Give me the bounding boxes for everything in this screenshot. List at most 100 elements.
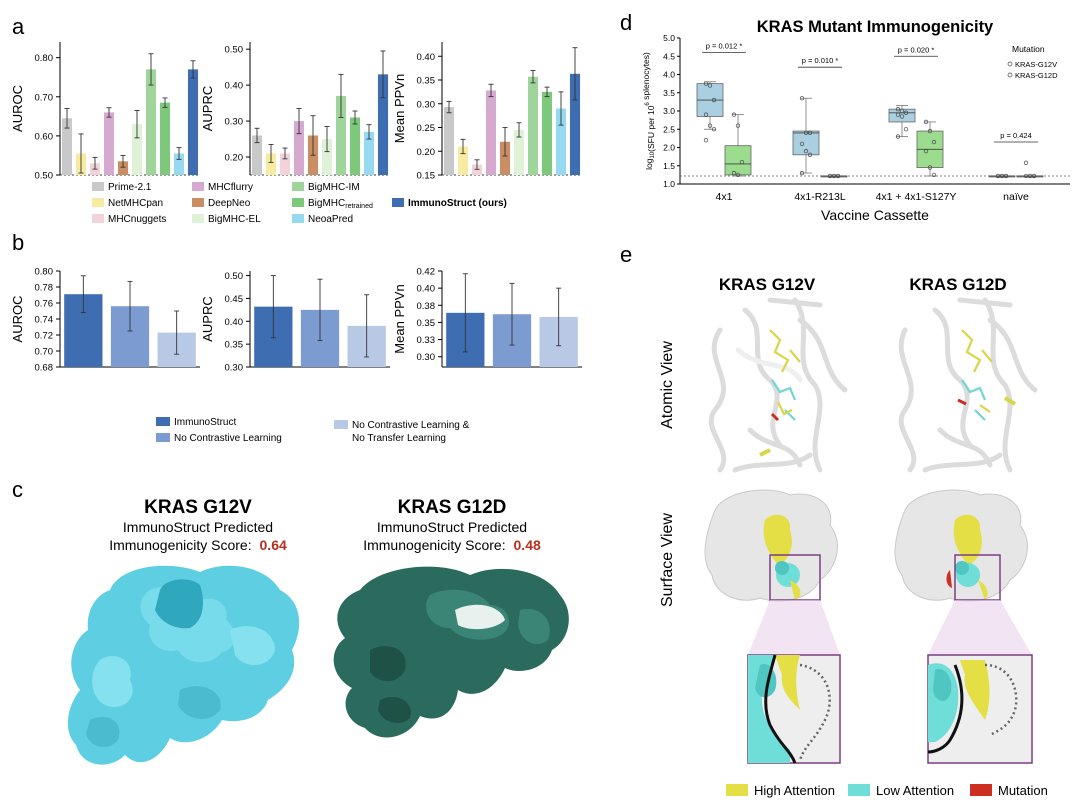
d-point <box>999 173 1005 179</box>
d-y-tick-label: 1.5 <box>663 161 675 171</box>
c-left-line2: Immunogenicity Score: <box>109 537 251 553</box>
d-y-tick-label: 4.5 <box>663 51 675 61</box>
legend-a-swatch <box>92 182 104 191</box>
d-point <box>895 134 901 139</box>
y-tick-label: 0.50 <box>35 171 54 182</box>
d-y-label-part: log <box>644 158 654 170</box>
d-point <box>931 172 937 178</box>
y-axis-label: Mean PPVn <box>392 284 407 353</box>
y-tick-label: 0.30 <box>225 117 244 128</box>
y-tick-label: 0.50 <box>225 45 244 56</box>
e-atomic-ligands-g12d <box>957 329 1017 421</box>
y-tick-label: 0.38 <box>417 301 436 312</box>
y-tick-label: 0.80 <box>35 267 54 278</box>
legend-a-label: NetMHCpan <box>108 198 163 209</box>
bar-bigmhc-el <box>321 139 333 175</box>
panel-letter-d: d <box>620 10 632 35</box>
y-tick-label: 0.40 <box>417 52 436 63</box>
c-right-score: 0.48 <box>514 537 541 553</box>
legend-a-label: BigMHC-EL <box>208 214 261 225</box>
d-y-tick-label: 4.0 <box>663 70 675 80</box>
e-atomic-view-g12d <box>898 297 1038 473</box>
d-point <box>711 97 717 103</box>
y-tick-label: 0.68 <box>35 363 54 374</box>
y-tick-label: 0.78 <box>35 283 54 294</box>
d-point <box>735 172 741 178</box>
bar-neoapred <box>363 131 375 175</box>
e-row-label-surface: Surface View <box>659 513 676 607</box>
bar-mhcflurry <box>485 90 497 175</box>
y-tick-label: 0.25 <box>417 123 436 134</box>
bar-deepneo <box>117 161 129 175</box>
panel-letter-b: b <box>12 230 24 255</box>
legend-a-swatch <box>92 198 104 207</box>
d-legend-label: KRAS-G12D <box>1015 71 1058 80</box>
d-point <box>739 159 745 165</box>
chart-a-auprc: 0.20 0.30 0.40 0.50 AUPRC <box>200 42 390 176</box>
y-tick-label: 0.30 <box>417 99 436 110</box>
bar-bigmhc-retrained <box>349 117 361 175</box>
legend-b-swatch <box>334 420 348 429</box>
chart-b-auprc: 0.30 0.35 0.40 0.45 0.50 AUPRC <box>200 271 390 374</box>
bar-immunostruct-ours- <box>187 69 199 175</box>
legend-a-label: DeepNeo <box>208 198 251 209</box>
bar-bigmhc-im <box>527 76 539 175</box>
bar-prime-2-1 <box>443 107 455 175</box>
d-point <box>799 96 805 101</box>
d-legend-marker <box>1007 72 1013 78</box>
e-row-label-atomic: Atomic View <box>659 341 676 429</box>
d-point <box>807 152 813 157</box>
panel-letter-a: a <box>12 14 25 39</box>
c-left-line1: ImmunoStruct Predicted <box>123 519 273 535</box>
y-tick-label: 0.42 <box>417 267 436 278</box>
y-axis-label: AUROC <box>10 85 25 132</box>
legend-a-swatch <box>192 214 204 223</box>
bar-bigmhc-retrained <box>159 102 171 175</box>
y-axis-label: Mean PPVn <box>392 74 407 143</box>
c-left-score: 0.64 <box>260 537 287 553</box>
bar-bigmhc-retrained <box>541 91 553 175</box>
d-point <box>735 123 741 128</box>
d-y-tick-label: 2.0 <box>663 143 675 153</box>
d-y-label-part: splenocytes) <box>641 52 651 102</box>
panel-e: KRAS G12V KRAS G12D Atomic View Surface … <box>659 275 1048 798</box>
c-right-line2: Immunogenicity Score: <box>363 537 505 553</box>
d-y-tick-label: 3.5 <box>663 88 675 98</box>
legend-a-swatch <box>192 182 204 191</box>
y-tick-label: 0.72 <box>35 331 54 342</box>
bar-netmhcpan <box>265 153 277 175</box>
chart-a-auroc: 0.50 0.60 0.70 0.80 AUROC <box>10 42 200 182</box>
d-point <box>899 108 905 114</box>
d-point <box>927 128 933 134</box>
d-point <box>931 139 937 145</box>
d-point <box>703 138 709 143</box>
d-point <box>799 170 805 176</box>
d-point <box>903 127 909 132</box>
d-point <box>995 173 1001 179</box>
d-point <box>803 130 809 136</box>
d-point <box>899 114 905 119</box>
y-tick-label: 0.30 <box>417 352 436 363</box>
d-y-axis-label: log10(SFU per 106 splenocytes) <box>641 52 656 170</box>
y-tick-label: 0.50 <box>225 271 244 282</box>
d-point <box>1023 160 1029 165</box>
d-x-tick-label: 4x1 <box>716 191 733 203</box>
chart-b-auroc: 0.68 0.70 0.72 0.74 0.76 0.78 0.80 AUROC <box>10 267 200 374</box>
y-axis-label: AUROC <box>10 296 25 343</box>
d-point <box>1031 173 1037 179</box>
d-point <box>1023 173 1029 179</box>
legend-e-label: Low Attention <box>876 783 954 798</box>
d-pvalue: p = 0.020 * <box>898 45 935 54</box>
bar-bigmhc-el <box>131 124 143 175</box>
y-tick-label: 0.40 <box>225 317 244 328</box>
bar-mhcnuggets <box>279 153 291 175</box>
d-title: KRAS Mutant Immunogenicity <box>757 18 994 36</box>
bar-immunostruct-ours- <box>377 74 389 175</box>
e-col-title-g12d: KRAS G12D <box>909 275 1006 294</box>
d-point <box>1003 173 1009 179</box>
legend-a-swatch <box>392 198 404 207</box>
legend-b-label: No Contrastive Learning & <box>352 420 470 431</box>
panel-letter-e: e <box>620 242 632 267</box>
y-tick-label: 0.15 <box>417 171 436 182</box>
d-box-kras-g12d <box>724 145 752 176</box>
